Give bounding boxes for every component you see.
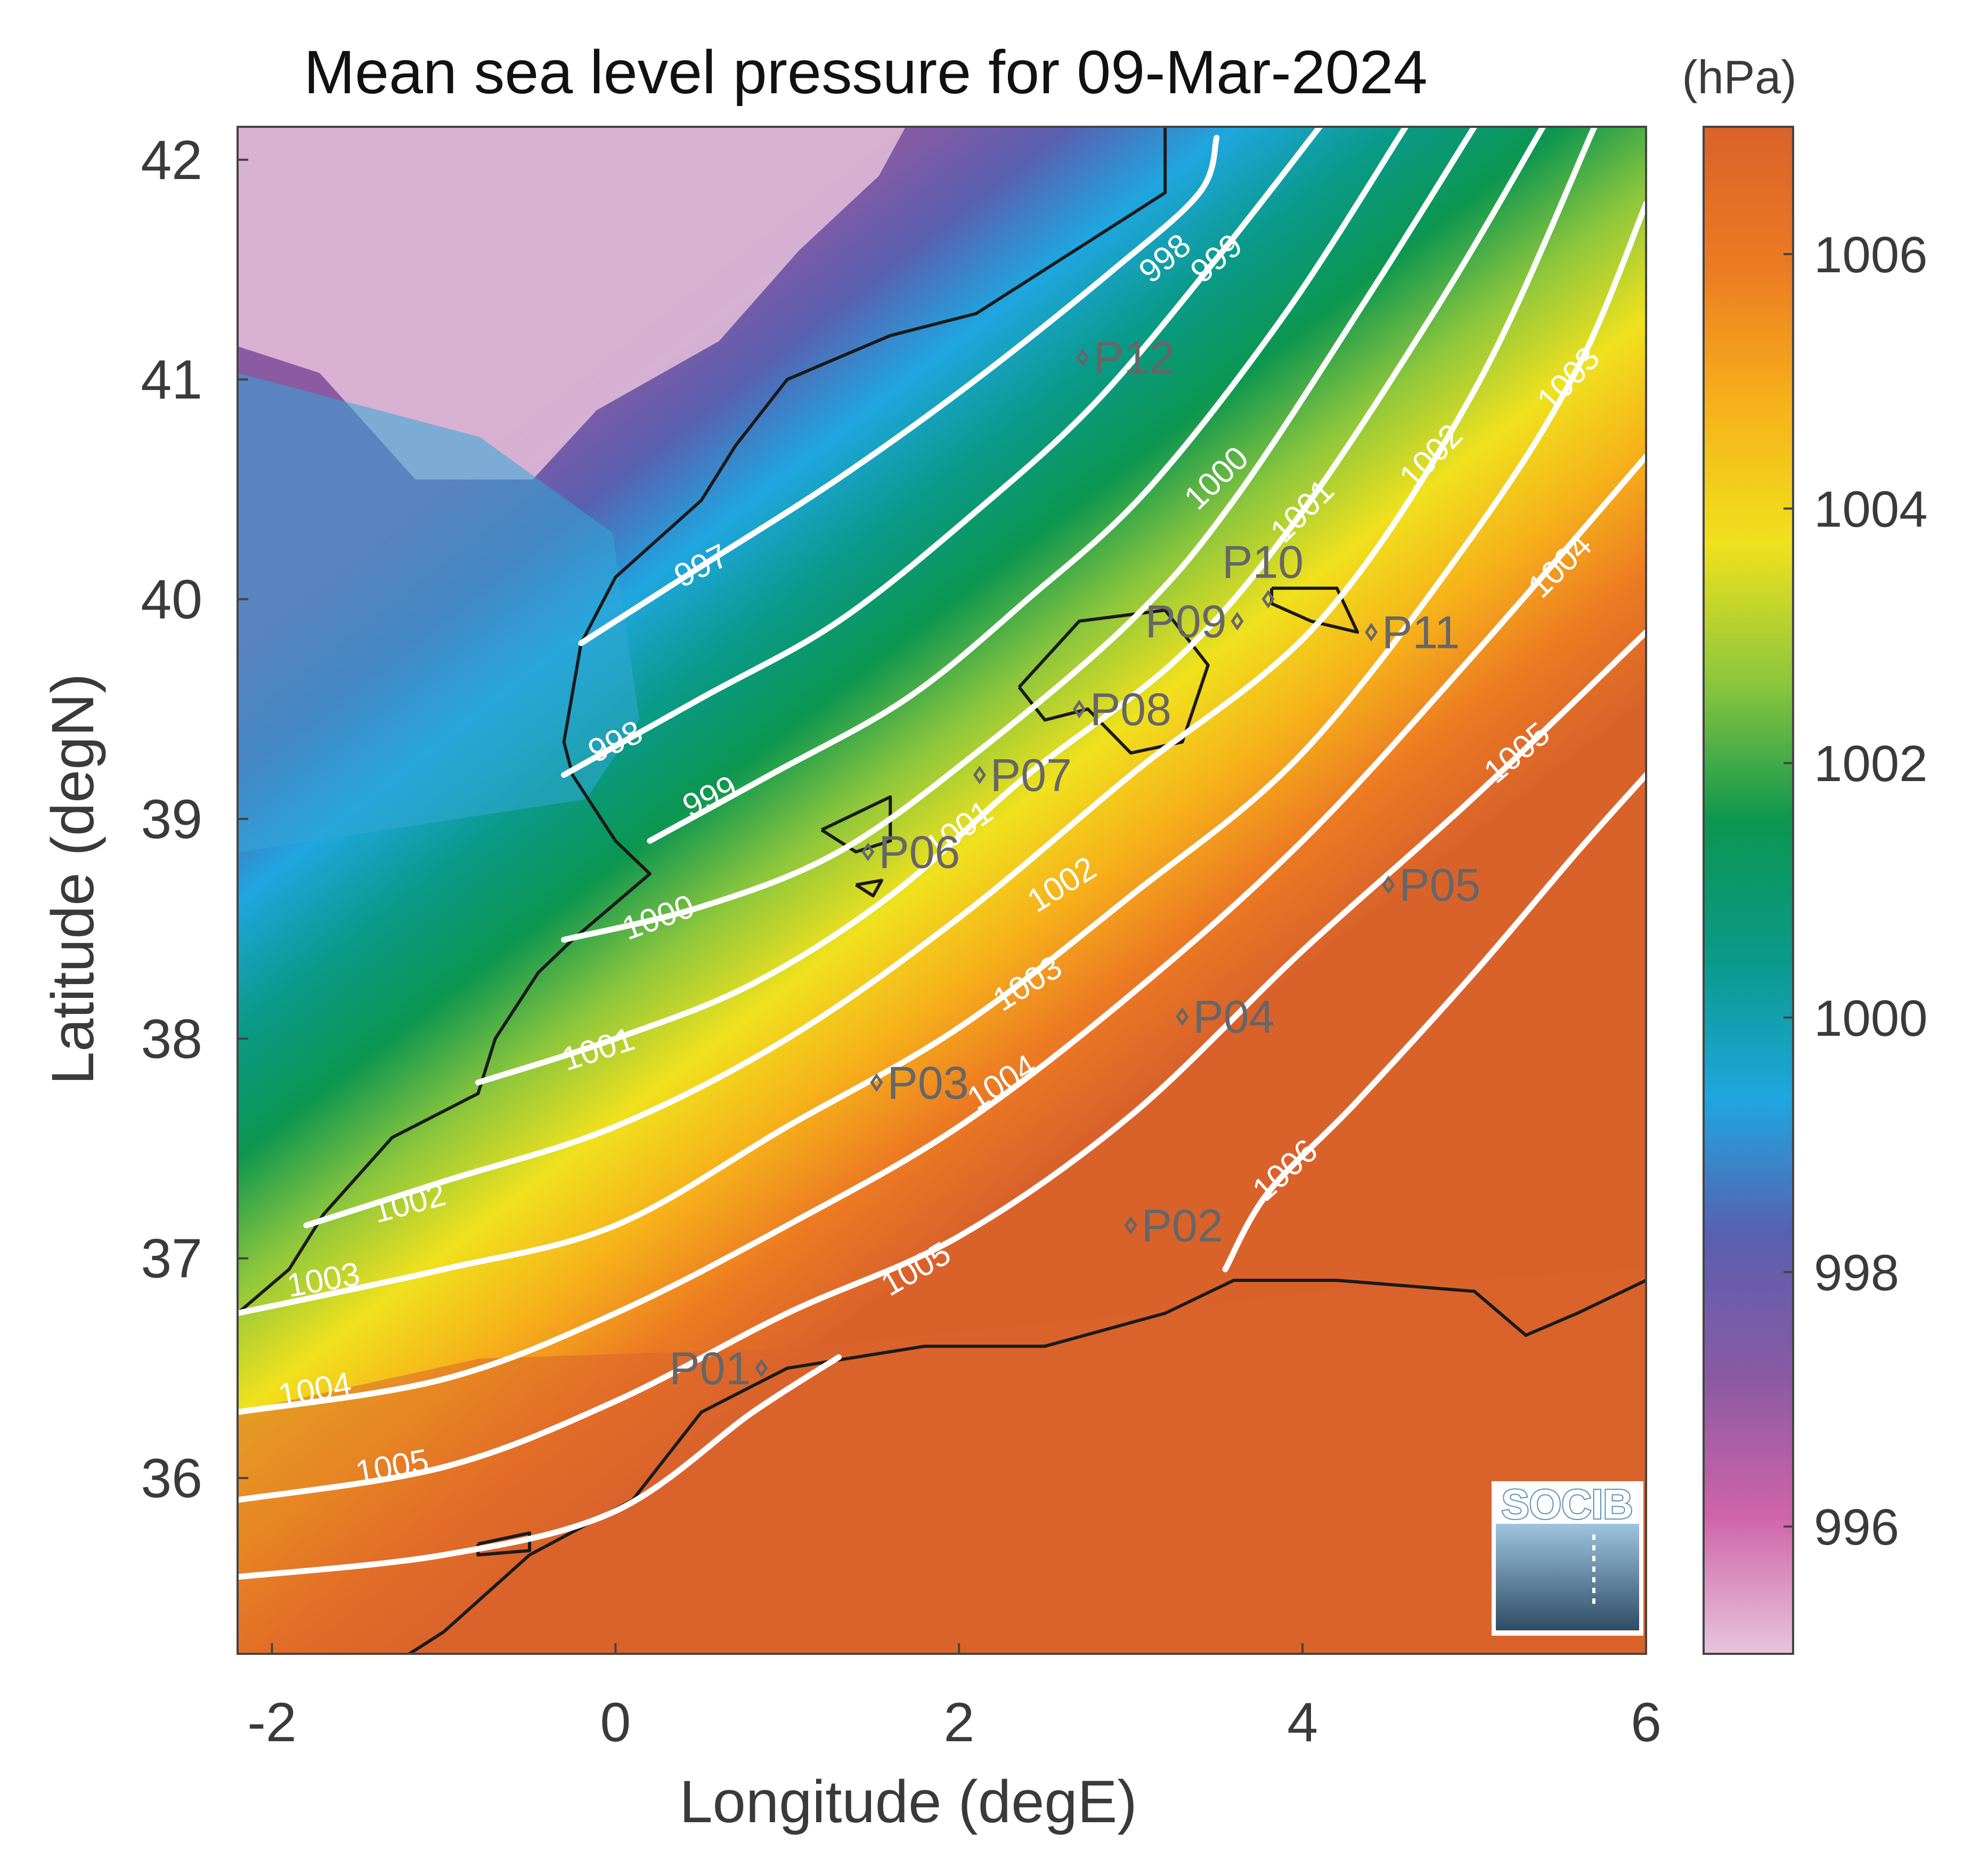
isobar-1005 (238, 629, 1646, 1503)
y-tick-label: 42 (141, 129, 202, 191)
station-label: P02 (1142, 1200, 1223, 1252)
isobar-1006 (238, 1354, 842, 1580)
station-marker-p01 (755, 1359, 768, 1378)
station-markers: P01 P02 P03 P04 P05 P06 P07 P08 P09 P10 P11 P12 (669, 332, 1480, 1394)
x-axis-label: Longitude (degE) (679, 1768, 1137, 1835)
land-high-pressure-patch (238, 127, 906, 480)
mallorca-coast (1017, 608, 1210, 755)
north-africa-land (238, 1268, 1646, 1654)
station-label: P11 (1382, 607, 1460, 658)
iberia-coast (238, 127, 1167, 1315)
y-tick-label: 41 (141, 349, 202, 411)
station-label: P04 (1193, 992, 1274, 1043)
station-marker-p10 (1261, 590, 1275, 608)
y-tick-label: 38 (141, 1008, 202, 1070)
station-label: P07 (990, 750, 1072, 801)
isobar-1004 (238, 453, 1646, 1415)
isobar-998 (561, 127, 1323, 778)
station-label: P12 (1093, 332, 1175, 384)
station-label: P06 (878, 827, 960, 878)
y-axis-label: Latitude (degN) (39, 673, 106, 1085)
x-tick-label: 4 (1287, 1692, 1318, 1753)
y-tick-label: 39 (141, 789, 202, 850)
station-marker-p05 (1382, 875, 1395, 895)
station-marker-p11 (1365, 623, 1378, 641)
colorbar-ticks: 996 998 1000 1002 1004 1006 (1784, 226, 1928, 1556)
station-marker-p12 (1076, 348, 1089, 367)
africa-coast (406, 1279, 1646, 1654)
station-label: P09 (1145, 596, 1227, 647)
colorbar-unit: (hPa) (1682, 51, 1796, 103)
colorbar-tick-label: 998 (1814, 1245, 1899, 1302)
map-frame (237, 126, 1647, 1655)
colorbar-tick-label: 1004 (1814, 481, 1928, 538)
colorbar-tick-label: 1002 (1814, 735, 1928, 792)
station-marker-p04 (1176, 1007, 1189, 1026)
y-tick-label: 37 (141, 1228, 202, 1290)
isobar-1002 (303, 127, 1598, 1229)
x-tick-label: 2 (943, 1692, 974, 1753)
isobar-999 (647, 127, 1409, 844)
x-tick-label: -2 (247, 1692, 296, 1753)
x-axis-ticks: -2 0 2 4 6 (247, 1643, 1662, 1753)
colorbar-tick-label: 996 (1814, 1499, 1899, 1556)
chart-title: Mean sea level pressure for 09-Mar-2024 (304, 38, 1427, 107)
isobar-1001 (475, 127, 1546, 1086)
station-marker-p02 (1124, 1216, 1137, 1235)
station-marker-p08 (1072, 700, 1086, 719)
formentera-coast (855, 879, 884, 898)
station-label: P03 (887, 1058, 968, 1109)
logo-text: SOCIB (1501, 1481, 1633, 1528)
coastlines (238, 127, 1646, 1654)
station-marker-p03 (870, 1073, 883, 1092)
x-tick-label: 6 (1631, 1692, 1662, 1753)
isobar-1003 (238, 200, 1646, 1317)
colorbar-tick-label: 1006 (1814, 226, 1928, 283)
ibiza-coast (820, 795, 892, 854)
station-label: P10 (1222, 537, 1304, 588)
socib-logo: SOCIB (1492, 1480, 1643, 1636)
colorbar-tick-label: 1000 (1814, 990, 1928, 1047)
isobar-contours (238, 127, 1646, 1580)
station-marker-p06 (861, 842, 875, 862)
y-axis-ticks: 36 37 38 39 40 41 42 (141, 129, 248, 1509)
isobar-997 (578, 135, 1220, 646)
land-interior-patch (238, 373, 639, 852)
colorbar (1703, 126, 1794, 1655)
station-label: P05 (1399, 860, 1480, 911)
station-marker-p09 (1231, 612, 1244, 631)
isobar-1006 (1222, 772, 1646, 1272)
station-marker-p07 (973, 766, 986, 784)
isobar-1000 (561, 127, 1478, 943)
station-label: P08 (1090, 684, 1171, 735)
y-tick-label: 36 (141, 1448, 202, 1509)
y-tick-label: 40 (141, 569, 202, 631)
x-tick-label: 0 (600, 1692, 631, 1753)
station-label: P01 (669, 1343, 751, 1394)
